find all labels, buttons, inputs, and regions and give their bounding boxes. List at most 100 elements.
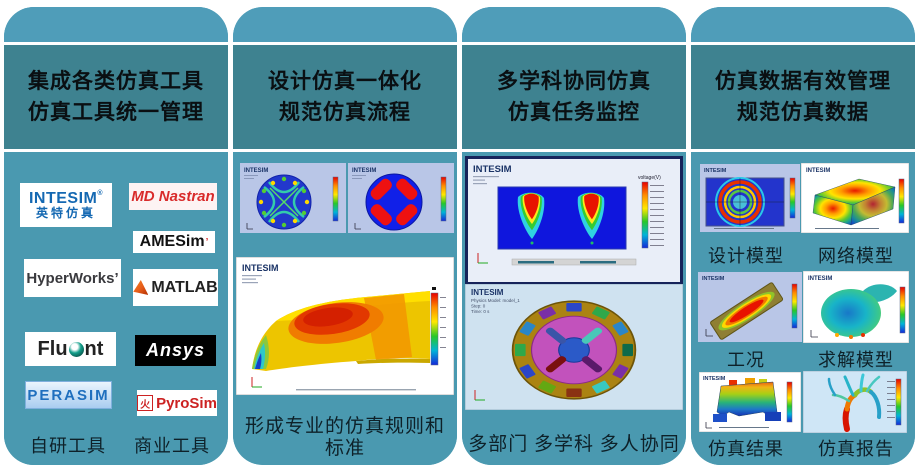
load-case-image: INTESIM bbox=[698, 272, 802, 342]
hyperworks-text: HyperWorks’ bbox=[26, 269, 119, 287]
simulation-result-image: INTESIM bbox=[699, 372, 801, 432]
ansys-logo: Ansys bbox=[135, 335, 216, 366]
panel-tool-integration: 集成各类仿真工具 仿真工具统一管理 INTESIM® 英特仿真 MD Nastr… bbox=[4, 7, 228, 465]
motor-mesh-image: INTESIM Physics Model: model_1 Step: 0 T… bbox=[465, 284, 683, 410]
intesim-watermark: INTESIM bbox=[703, 376, 726, 382]
footer-label-commercial-tools: 商业工具 bbox=[134, 436, 210, 456]
voltage-plot-frame: INTESIM voltage(V) bbox=[465, 156, 683, 285]
axis-triad-icon bbox=[246, 223, 253, 230]
title-line-1: 仿真数据有效管理 bbox=[715, 68, 891, 93]
intesim-logo-subtext: 英特仿真 bbox=[35, 206, 96, 221]
item-caption: 求解模型 bbox=[818, 350, 894, 370]
voltage-contour-plot bbox=[497, 186, 627, 250]
panel-caption: 形成专业的仿真规则和 标准 bbox=[233, 416, 457, 460]
color-legend bbox=[786, 381, 793, 423]
matlab-text: MATLAB bbox=[151, 278, 218, 296]
panel-title: 集成各类仿真工具 仿真工具统一管理 bbox=[4, 45, 228, 149]
color-legend bbox=[887, 378, 902, 426]
amesim-text: AMESim bbox=[139, 233, 205, 250]
scale-bar bbox=[511, 258, 637, 266]
amesim-logo: AMESim’ bbox=[133, 231, 215, 253]
intesim-watermark: INTESIM bbox=[244, 168, 268, 174]
pump-flow-plot bbox=[821, 284, 897, 339]
pyrosim-flame-icon: 火 bbox=[137, 395, 154, 411]
intesim-logo: INTESIM® 英特仿真 bbox=[20, 183, 112, 227]
axis-triad-icon bbox=[354, 223, 361, 230]
panel-content: INTESIM voltage(V) bbox=[462, 152, 686, 465]
divider bbox=[462, 149, 686, 152]
color-legend bbox=[332, 176, 339, 222]
panel-content: INTESIM INTESIM bbox=[233, 152, 457, 465]
title-line-1: 多学科协同仿真 bbox=[497, 68, 651, 93]
intesim-watermark: INTESIM bbox=[806, 168, 830, 174]
color-legend bbox=[898, 178, 905, 224]
item-caption: 仿真结果 bbox=[708, 439, 784, 459]
color-legend: voltage(V) bbox=[638, 175, 664, 249]
simulation-report-image bbox=[803, 371, 907, 433]
intesim-watermark: INTESIM bbox=[704, 168, 727, 174]
axis-triad-icon bbox=[705, 422, 712, 429]
meta-line-1: Physics Model: model_1 bbox=[471, 298, 520, 303]
motor-mesh-plot bbox=[511, 300, 637, 400]
intesim-watermark: INTESIM bbox=[352, 168, 376, 174]
panel-title: 多学科协同仿真 仿真任务监控 bbox=[462, 45, 686, 149]
item-caption: 设计模型 bbox=[708, 246, 784, 266]
intesim-watermark: INTESIM bbox=[473, 164, 512, 175]
divider bbox=[462, 42, 686, 45]
panel-collaborative-simulation: 多学科协同仿真 仿真任务监控 INTESIM voltage(V) bbox=[462, 7, 686, 465]
meta-line-3: Time: 0 s bbox=[471, 309, 490, 314]
title-line-2: 仿真任务监控 bbox=[508, 100, 640, 124]
motor-flux-simulation-image: INTESIM bbox=[240, 163, 346, 233]
color-legend bbox=[789, 177, 796, 219]
title-line-2: 规范仿真流程 bbox=[279, 100, 411, 124]
block-contour-plot bbox=[812, 178, 896, 226]
caption-line-2: 标准 bbox=[324, 438, 365, 459]
rotor-temperature-image: INTESIM bbox=[348, 163, 454, 233]
panel-title: 仿真数据有效管理 规范仿真数据 bbox=[691, 45, 915, 149]
ripple-plot bbox=[705, 177, 785, 227]
item-caption: 网络模型 bbox=[818, 246, 894, 266]
ansys-text: Ansys bbox=[145, 340, 206, 360]
intesim-watermark: INTESIM bbox=[702, 276, 725, 282]
title-line-2: 仿真工具统一管理 bbox=[28, 100, 204, 124]
hyperworks-logo: HyperWorks’ bbox=[24, 259, 121, 297]
item-caption: 工况 bbox=[727, 350, 765, 370]
mesh-model-image: INTESIM bbox=[801, 163, 909, 233]
divider bbox=[233, 149, 457, 152]
registered-mark: ® bbox=[97, 189, 104, 197]
plate-contour-plot bbox=[710, 282, 784, 340]
divider bbox=[691, 149, 915, 152]
engine-block-plot bbox=[713, 378, 781, 422]
axis-triad-icon bbox=[810, 330, 818, 338]
intesim-watermark: INTESIM bbox=[471, 288, 504, 297]
title-line-1: 集成各类仿真工具 bbox=[28, 68, 204, 93]
divider bbox=[233, 42, 457, 45]
panel-caption: 多部门 多学科 多人协同 bbox=[468, 434, 680, 455]
design-model-image: INTESIM bbox=[700, 164, 800, 232]
caption-line-1: 形成专业的仿真规则和 bbox=[244, 416, 445, 437]
fluent-swirl-icon bbox=[68, 341, 84, 357]
panel-title: 设计仿真一体化 规范仿真流程 bbox=[233, 45, 457, 149]
intesim-logo-text: INTESIM bbox=[28, 189, 98, 207]
md-nastran-logo: MD Nastran bbox=[129, 183, 217, 210]
legend-title: voltage(V) bbox=[638, 175, 661, 181]
amesim-trademark-tick: ’ bbox=[205, 236, 209, 248]
pyrosim-text: PyroSim bbox=[156, 394, 217, 412]
divider bbox=[4, 42, 228, 45]
train-aerodynamics-image: INTESIM bbox=[236, 257, 454, 395]
meta-line-2: Step: 0 bbox=[471, 304, 486, 309]
panel-content: INTESIM® 英特仿真 MD Nastran AMESim’ HyperWo… bbox=[4, 152, 228, 465]
artery-flow-plot bbox=[827, 373, 882, 432]
color-legend bbox=[899, 286, 906, 334]
panel-design-simulation: 设计仿真一体化 规范仿真流程 INTESIM bbox=[233, 7, 457, 465]
title-line-1: 设计仿真一体化 bbox=[268, 68, 422, 93]
train-body-plot bbox=[252, 291, 430, 371]
axis-triad-icon bbox=[477, 253, 488, 264]
color-legend bbox=[791, 283, 798, 329]
panel-cap bbox=[233, 7, 457, 42]
color-legend bbox=[430, 287, 446, 366]
footer-label-self-developed-tools: 自研工具 bbox=[30, 436, 106, 456]
item-caption: 仿真报告 bbox=[818, 439, 894, 459]
divider bbox=[4, 149, 228, 152]
voltage-plot-image: INTESIM voltage(V) bbox=[468, 159, 680, 277]
